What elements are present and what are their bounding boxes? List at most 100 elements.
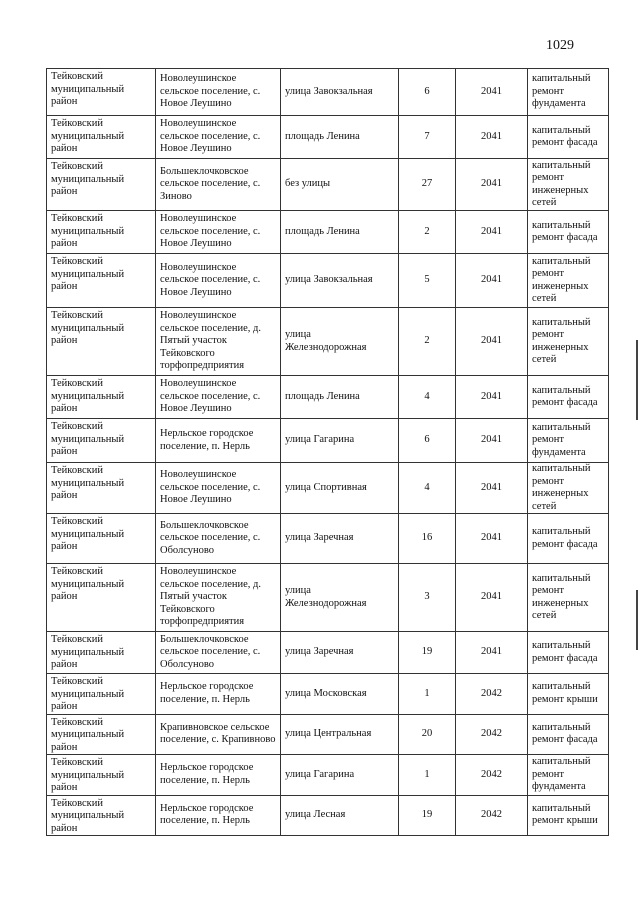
district-cell: Тейковский муниципальный район	[46, 631, 156, 674]
work-type-cell: капитальный ремонт фундамента	[527, 418, 609, 463]
street-cell: площадь Ленина	[280, 115, 399, 159]
street-cell: улица Железнодорожная	[280, 563, 399, 632]
table-row: Тейковский муниципальный район Новолеушин…	[46, 375, 609, 419]
settlement-cell: Новолеушинское сельское поселение, с. Но…	[155, 115, 281, 159]
work-type-cell: капитальный ремонт фасада	[527, 713, 609, 755]
year-cell: 2041	[455, 462, 528, 514]
year-cell: 2042	[455, 794, 528, 836]
district-cell: Тейковский муниципальный район	[46, 307, 156, 376]
settlement-cell: Нерльское городское поселение, п. Нерль	[155, 794, 281, 836]
street-cell: улица Заречная	[280, 513, 399, 564]
house-number-cell: 27	[398, 158, 456, 211]
work-type-cell: капитальный ремонт фундамента	[527, 68, 609, 116]
house-number-cell: 4	[398, 375, 456, 419]
house-number-cell: 19	[398, 794, 456, 836]
settlement-cell: Новолеушинское сельское поселение, с. Но…	[155, 375, 281, 419]
table-row: Тейковский муниципальный район Большеклоч…	[46, 158, 609, 211]
page-number: 1029	[546, 38, 574, 53]
work-type-cell: капитальный ремонт инженерных сетей	[527, 462, 609, 514]
year-cell: 2042	[455, 713, 528, 755]
house-number-cell: 4	[398, 462, 456, 514]
settlement-cell: Новолеушинское сельское поселение, д. Пя…	[155, 307, 281, 376]
work-type-cell: капитальный ремонт фасада	[527, 513, 609, 564]
table-row: Тейковский муниципальный район Новолеушин…	[46, 307, 609, 376]
year-cell: 2041	[455, 418, 528, 463]
table-row: Тейковский муниципальный район Нерльское …	[46, 418, 609, 463]
year-cell: 2041	[455, 307, 528, 376]
district-cell: Тейковский муниципальный район	[46, 210, 156, 254]
work-type-cell: капитальный ремонт инженерных сетей	[527, 563, 609, 632]
work-type-cell: капитальный ремонт крыши	[527, 673, 609, 715]
settlement-cell: Нерльское городское поселение, п. Нерль	[155, 673, 281, 715]
year-cell: 2041	[455, 375, 528, 419]
house-number-cell: 16	[398, 513, 456, 564]
district-cell: Тейковский муниципальный район	[46, 158, 156, 211]
district-cell: Тейковский муниципальный район	[46, 563, 156, 632]
street-cell: без улицы	[280, 158, 399, 211]
settlement-cell: Большеклочковское сельское поселение, с.…	[155, 631, 281, 674]
table-row: Тейковский муниципальный район Новолеушин…	[46, 253, 609, 308]
table-row: Тейковский муниципальный район Новолеушин…	[46, 462, 609, 514]
house-number-cell: 6	[398, 68, 456, 116]
street-cell: площадь Ленина	[280, 210, 399, 254]
street-cell: улица Лесная	[280, 794, 399, 836]
year-cell: 2041	[455, 68, 528, 116]
settlement-cell: Новолеушинское сельское поселение, с. Но…	[155, 210, 281, 254]
table-row: Тейковский муниципальный район Новолеушин…	[46, 68, 609, 116]
table-row: Тейковский муниципальный район Большеклоч…	[46, 631, 609, 674]
street-cell: улица Завокзальная	[280, 253, 399, 308]
table-row: Тейковский муниципальный район Новолеушин…	[46, 115, 609, 159]
street-cell: улица Спортивная	[280, 462, 399, 514]
settlement-cell: Новолеушинское сельское поселение, с. Но…	[155, 253, 281, 308]
district-cell: Тейковский муниципальный район	[46, 794, 156, 836]
work-type-cell: капитальный ремонт фасада	[527, 210, 609, 254]
year-cell: 2041	[455, 563, 528, 632]
table-row: Тейковский муниципальный район Большеклоч…	[46, 513, 609, 564]
table-row: Тейковский муниципальный район Нерльское …	[46, 794, 609, 836]
district-cell: Тейковский муниципальный район	[46, 513, 156, 564]
house-number-cell: 1	[398, 754, 456, 796]
year-cell: 2041	[455, 158, 528, 211]
street-cell: улица Заречная	[280, 631, 399, 674]
year-cell: 2041	[455, 513, 528, 564]
work-type-cell: капитальный ремонт фундамента	[527, 754, 609, 796]
settlement-cell: Новолеушинское сельское поселение, с. Но…	[155, 68, 281, 116]
district-cell: Тейковский муниципальный район	[46, 68, 156, 116]
house-number-cell: 2	[398, 307, 456, 376]
work-type-cell: капитальный ремонт инженерных сетей	[527, 253, 609, 308]
district-cell: Тейковский муниципальный район	[46, 418, 156, 463]
street-cell: улица Гагарина	[280, 754, 399, 796]
street-cell: улица Завокзальная	[280, 68, 399, 116]
work-type-cell: капитальный ремонт инженерных сетей	[527, 307, 609, 376]
work-type-cell: капитальный ремонт фасада	[527, 115, 609, 159]
year-cell: 2042	[455, 754, 528, 796]
work-type-cell: капитальный ремонт фасада	[527, 631, 609, 674]
scan-edge-mark	[636, 590, 638, 650]
district-cell: Тейковский муниципальный район	[46, 713, 156, 755]
house-number-cell: 3	[398, 563, 456, 632]
settlement-cell: Новолеушинское сельское поселение, д. Пя…	[155, 563, 281, 632]
house-number-cell: 19	[398, 631, 456, 674]
year-cell: 2042	[455, 673, 528, 715]
table-row: Тейковский муниципальный район Новолеушин…	[46, 210, 609, 254]
house-number-cell: 1	[398, 673, 456, 715]
street-cell: улица Гагарина	[280, 418, 399, 463]
street-cell: улица Железнодорожная	[280, 307, 399, 376]
year-cell: 2041	[455, 210, 528, 254]
repair-schedule-table: Тейковский муниципальный район Новолеушин…	[46, 68, 609, 836]
year-cell: 2041	[455, 253, 528, 308]
street-cell: улица Центральная	[280, 713, 399, 755]
house-number-cell: 6	[398, 418, 456, 463]
work-type-cell: капитальный ремонт инженерных сетей	[527, 158, 609, 211]
settlement-cell: Нерльское городское поселение, п. Нерль	[155, 754, 281, 796]
work-type-cell: капитальный ремонт крыши	[527, 794, 609, 836]
house-number-cell: 7	[398, 115, 456, 159]
house-number-cell: 20	[398, 713, 456, 755]
settlement-cell: Новолеушинское сельское поселение, с. Но…	[155, 462, 281, 514]
table-row: Тейковский муниципальный район Нерльское …	[46, 673, 609, 715]
district-cell: Тейковский муниципальный район	[46, 754, 156, 796]
year-cell: 2041	[455, 115, 528, 159]
house-number-cell: 5	[398, 253, 456, 308]
table-row: Тейковский муниципальный район Нерльское …	[46, 754, 609, 796]
district-cell: Тейковский муниципальный район	[46, 673, 156, 715]
